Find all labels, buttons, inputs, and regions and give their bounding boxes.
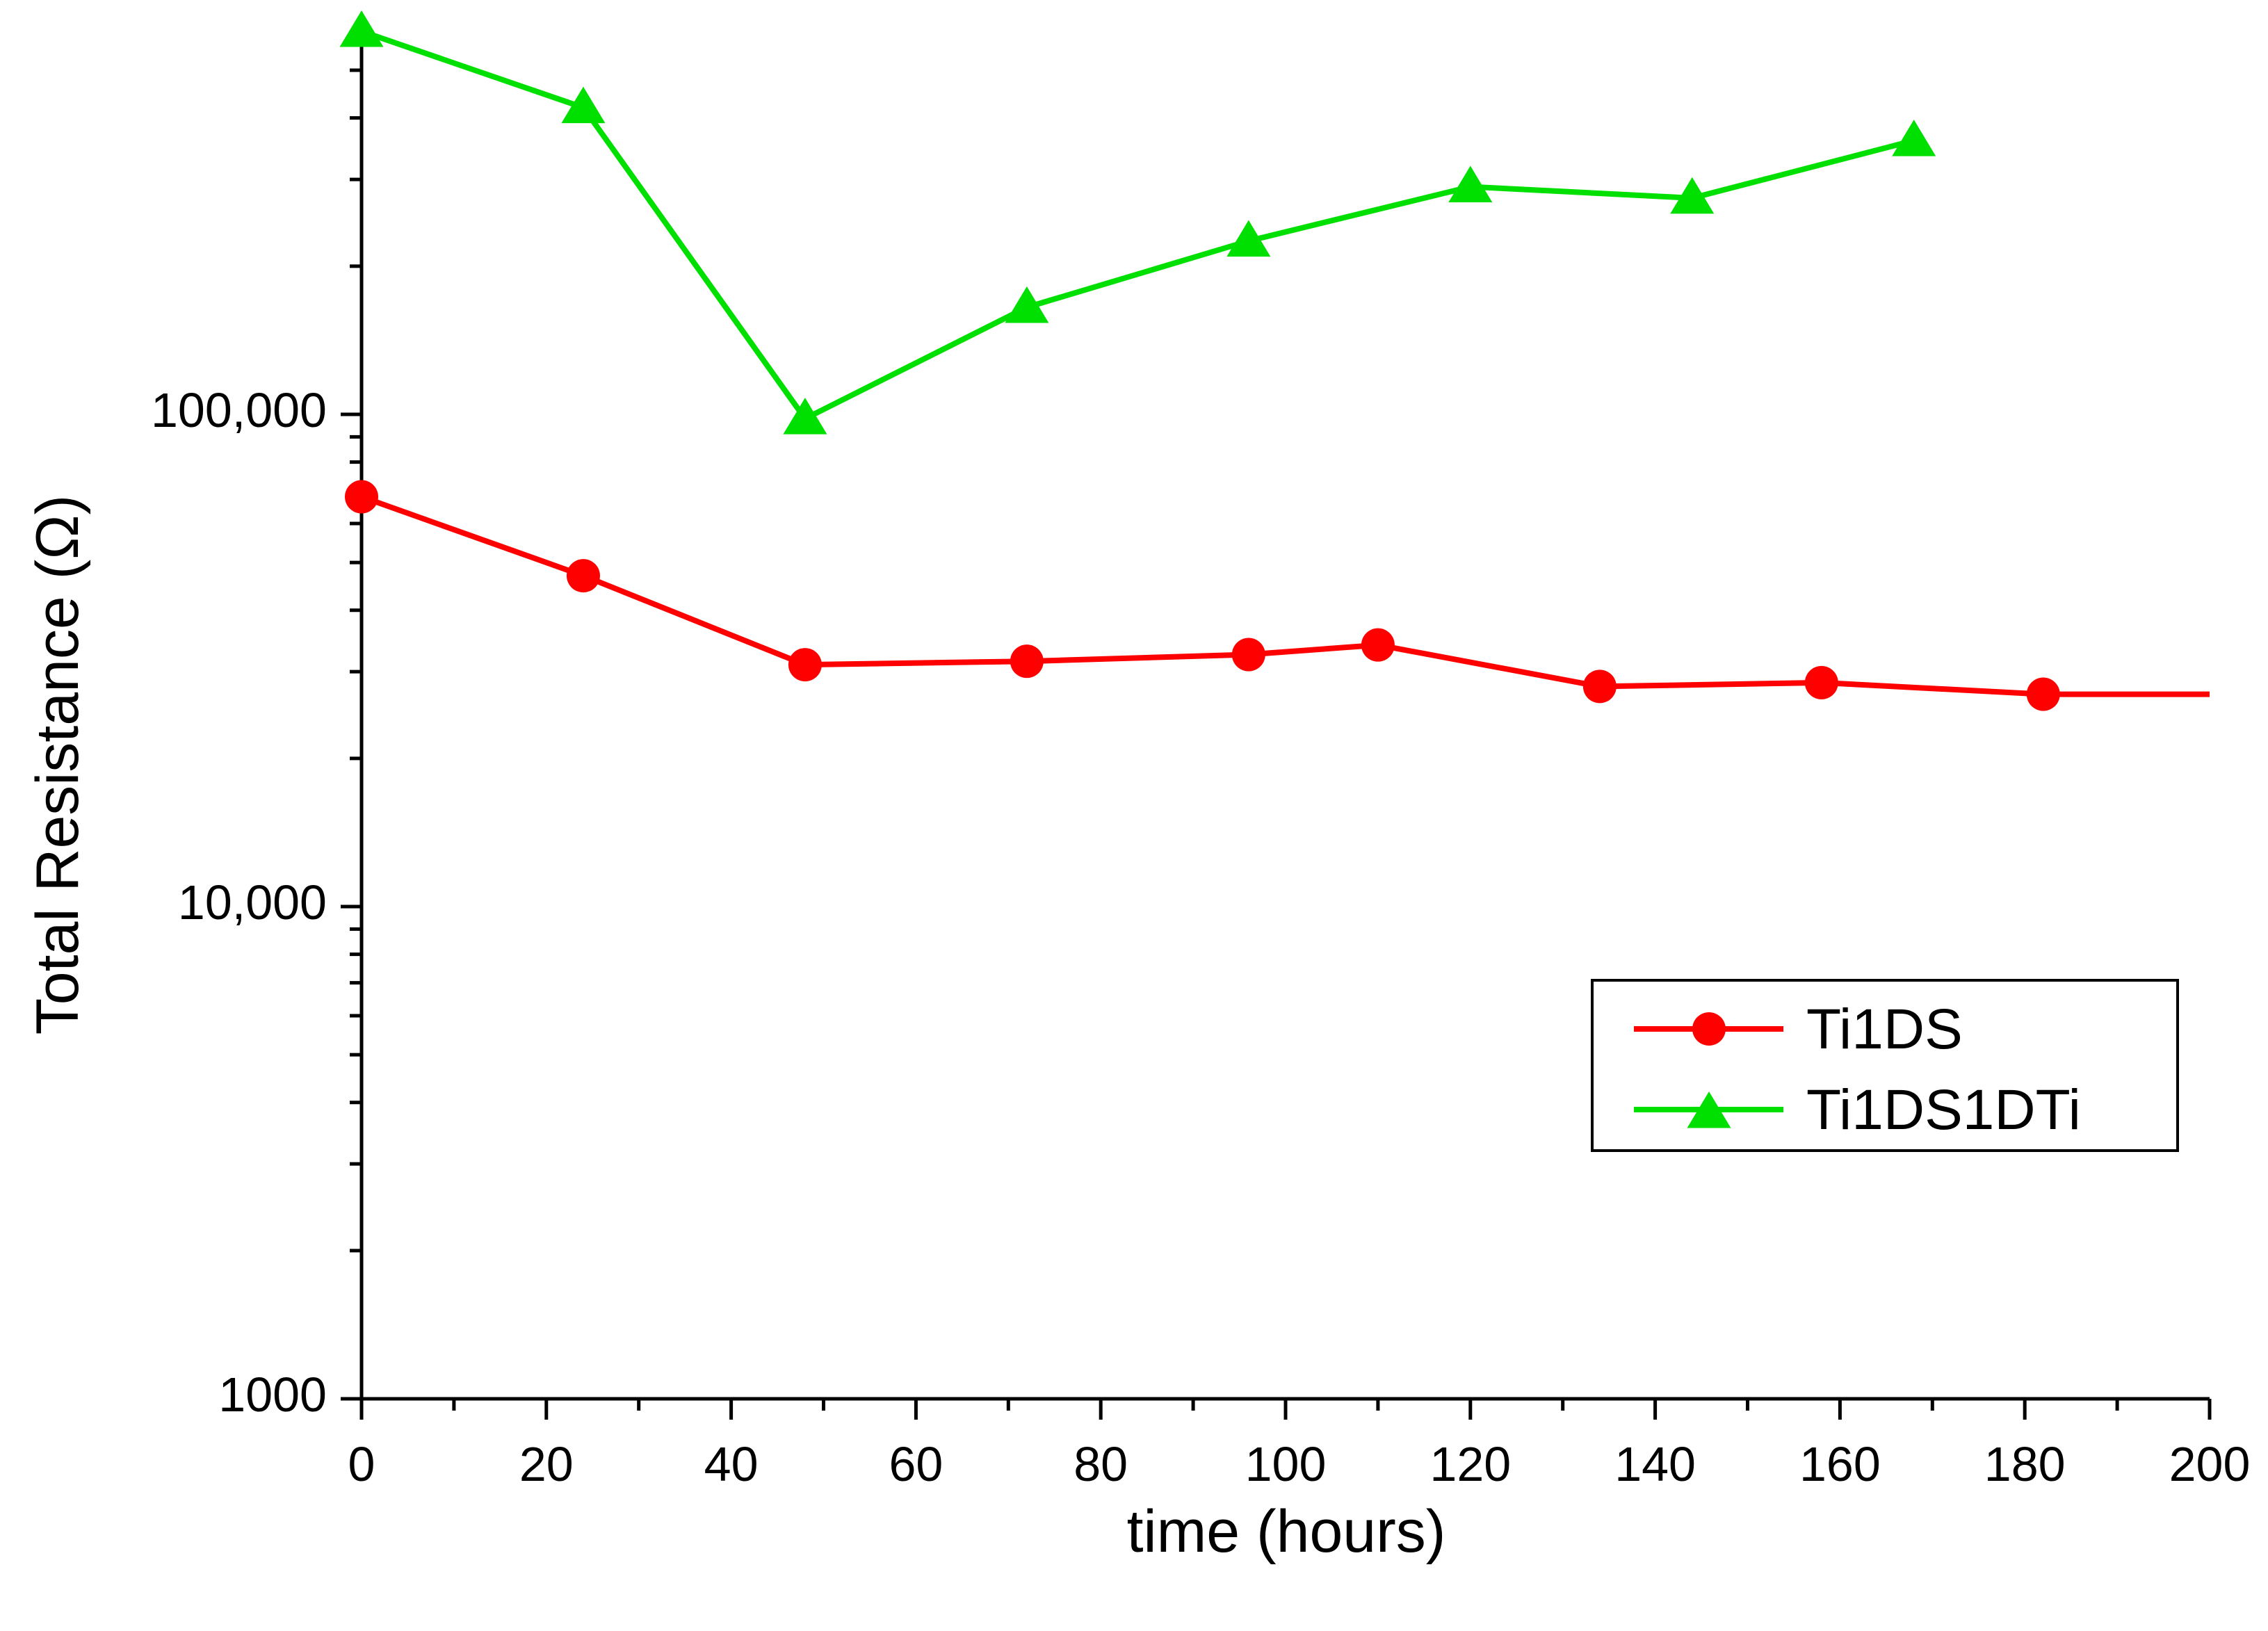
x-tick-label: 60 <box>889 1437 943 1491</box>
data-point-ti1ds <box>788 648 822 682</box>
x-tick-label: 20 <box>519 1437 574 1491</box>
x-tick-label: 120 <box>1429 1437 1511 1491</box>
data-point-ti1ds1dti <box>1670 177 1715 214</box>
axes-layer: 0 20 40 60 80 100 120 140 160 180 200 1000 10,000 100… <box>151 31 2250 1491</box>
data-point-ti1ds1dti <box>1226 220 1271 257</box>
x-axis-label: time (hours) <box>1127 1498 1446 1565</box>
data-point-ti1ds1dti <box>783 398 827 435</box>
data-point-ti1ds <box>1582 670 1617 704</box>
y-tick-label: 10,000 <box>178 875 327 930</box>
data-point-ti1ds1dti <box>1448 165 1493 203</box>
legend: Ti1DS Ti1DS1DTi <box>1591 979 2179 1152</box>
legend-marker-ti1ds <box>1692 1012 1726 1046</box>
data-point-ti1ds <box>566 559 600 593</box>
x-tick-label: 160 <box>1799 1437 1881 1491</box>
data-point-ti1ds <box>1010 644 1044 679</box>
x-tick-label: 80 <box>1074 1437 1128 1491</box>
series-layer <box>339 10 2210 711</box>
data-point-ti1ds1dti <box>561 86 606 124</box>
data-point-ti1ds1dti <box>339 10 384 47</box>
data-point-ti1ds <box>1361 628 1395 662</box>
legend-frame <box>1591 979 2179 1152</box>
x-tick-label: 180 <box>1984 1437 2066 1491</box>
series-line-ti1ds1dti <box>360 29 1915 422</box>
x-tick-label: 0 <box>348 1437 375 1491</box>
y-tick-label: 100,000 <box>151 383 327 437</box>
x-tick-label: 140 <box>1614 1437 1696 1491</box>
y-tick-label: 1000 <box>218 1368 327 1422</box>
data-point-ti1ds <box>345 480 378 514</box>
y-axis-label: Total Resistance (Ω) <box>24 495 91 1034</box>
data-point-ti1ds <box>1231 638 1265 672</box>
series-line-ti1ds <box>360 494 2210 697</box>
x-tick-label: 200 <box>2169 1437 2251 1491</box>
data-point-ti1ds1dti <box>1892 120 1936 156</box>
x-tick-label: 100 <box>1245 1437 1327 1491</box>
legend-label-ti1ds1dti: Ti1DS1DTi <box>1806 1078 2081 1142</box>
legend-marker-ti1ds1dti <box>1687 1092 1731 1128</box>
data-point-ti1ds1dti <box>1005 286 1049 323</box>
legend-label-ti1ds: Ti1DS <box>1806 998 1963 1061</box>
data-point-ti1ds <box>2026 677 2060 711</box>
data-point-ti1ds <box>1804 665 1838 699</box>
x-tick-label: 40 <box>704 1437 759 1491</box>
